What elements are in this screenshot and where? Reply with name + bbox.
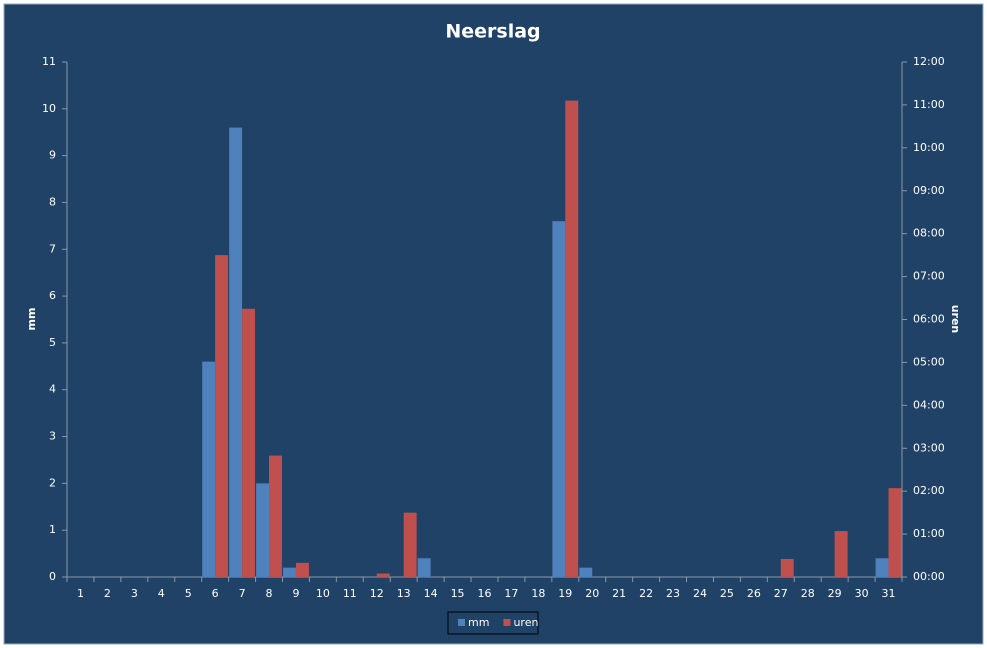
y-tick-label: 8 bbox=[49, 195, 56, 208]
x-tick-label: 29 bbox=[828, 587, 842, 600]
y-tick-label: 0 bbox=[49, 570, 56, 583]
y-axis-label: mm bbox=[25, 308, 38, 331]
bar bbox=[242, 308, 256, 577]
x-tick-label: 6 bbox=[212, 587, 219, 600]
x-tick-label: 5 bbox=[185, 587, 192, 600]
legend-label: uren bbox=[513, 616, 538, 629]
y2-tick-label: 07:00 bbox=[913, 270, 945, 283]
y2-tick-label: 12:00 bbox=[913, 55, 945, 68]
y-tick-label: 10 bbox=[42, 102, 56, 115]
legend-label: mm bbox=[468, 616, 489, 629]
x-tick-label: 26 bbox=[747, 587, 761, 600]
x-tick-label: 8 bbox=[266, 587, 273, 600]
bar bbox=[256, 483, 270, 577]
bar bbox=[295, 562, 309, 577]
bar bbox=[888, 488, 902, 577]
x-tick-label: 15 bbox=[451, 587, 465, 600]
y-tick-label: 7 bbox=[49, 242, 56, 255]
x-tick-label: 19 bbox=[558, 587, 572, 600]
y2-axis-label: uren bbox=[949, 305, 962, 334]
x-tick-label: 31 bbox=[882, 587, 896, 600]
bar bbox=[834, 531, 848, 577]
y2-tick-label: 00:00 bbox=[913, 570, 945, 583]
x-tick-label: 7 bbox=[239, 587, 246, 600]
chart-title: Neerslag bbox=[445, 21, 540, 43]
y-tick-label: 1 bbox=[49, 523, 56, 536]
x-tick-label: 9 bbox=[292, 587, 299, 600]
bar bbox=[579, 567, 593, 577]
y-tick-label: 5 bbox=[49, 336, 56, 349]
x-tick-label: 17 bbox=[504, 587, 518, 600]
y-tick-label: 2 bbox=[49, 476, 56, 489]
x-tick-label: 24 bbox=[693, 587, 707, 600]
y2-tick-label: 04:00 bbox=[913, 398, 945, 411]
x-tick-label: 12 bbox=[370, 587, 384, 600]
bar bbox=[215, 255, 229, 577]
y2-tick-label: 01:00 bbox=[913, 527, 945, 540]
bar bbox=[565, 100, 579, 577]
bar bbox=[417, 558, 431, 577]
x-tick-label: 1 bbox=[77, 587, 84, 600]
x-tick-label: 10 bbox=[316, 587, 330, 600]
x-tick-label: 14 bbox=[424, 587, 438, 600]
y2-tick-label: 02:00 bbox=[913, 484, 945, 497]
x-tick-label: 21 bbox=[612, 587, 626, 600]
x-tick-label: 11 bbox=[343, 587, 357, 600]
x-tick-label: 2 bbox=[104, 587, 111, 600]
y-tick-label: 3 bbox=[49, 430, 56, 443]
x-tick-label: 16 bbox=[478, 587, 492, 600]
bar bbox=[552, 221, 566, 577]
y-tick-label: 9 bbox=[49, 149, 56, 162]
y2-tick-label: 10:00 bbox=[913, 141, 945, 154]
y-tick-label: 11 bbox=[42, 55, 56, 68]
legend-box bbox=[447, 611, 539, 635]
y2-tick-label: 05:00 bbox=[913, 355, 945, 368]
bar bbox=[875, 558, 889, 577]
y2-tick-label: 08:00 bbox=[913, 227, 945, 240]
bar bbox=[376, 573, 390, 577]
y2-tick-label: 03:00 bbox=[913, 441, 945, 454]
x-tick-label: 30 bbox=[855, 587, 869, 600]
x-tick-label: 18 bbox=[531, 587, 545, 600]
y-tick-label: 4 bbox=[49, 383, 56, 396]
bar bbox=[780, 558, 794, 577]
x-tick-label: 13 bbox=[397, 587, 411, 600]
x-tick-label: 4 bbox=[158, 587, 165, 600]
bar bbox=[403, 512, 417, 577]
y-tick-label: 6 bbox=[49, 289, 56, 302]
bar bbox=[269, 455, 282, 577]
bar bbox=[229, 127, 243, 577]
y2-tick-label: 09:00 bbox=[913, 184, 945, 197]
legend-swatch bbox=[503, 619, 511, 626]
chart-background bbox=[3, 3, 984, 645]
x-tick-label: 22 bbox=[639, 587, 653, 600]
x-tick-label: 25 bbox=[720, 587, 734, 600]
bar bbox=[283, 567, 296, 577]
y2-tick-label: 06:00 bbox=[913, 313, 945, 326]
y2-tick-label: 11:00 bbox=[913, 98, 945, 111]
x-tick-label: 20 bbox=[585, 587, 599, 600]
x-tick-label: 27 bbox=[774, 587, 788, 600]
bar bbox=[202, 361, 216, 577]
x-tick-label: 28 bbox=[801, 587, 815, 600]
x-tick-label: 23 bbox=[666, 587, 680, 600]
x-tick-label: 3 bbox=[131, 587, 138, 600]
legend-swatch bbox=[458, 619, 465, 626]
